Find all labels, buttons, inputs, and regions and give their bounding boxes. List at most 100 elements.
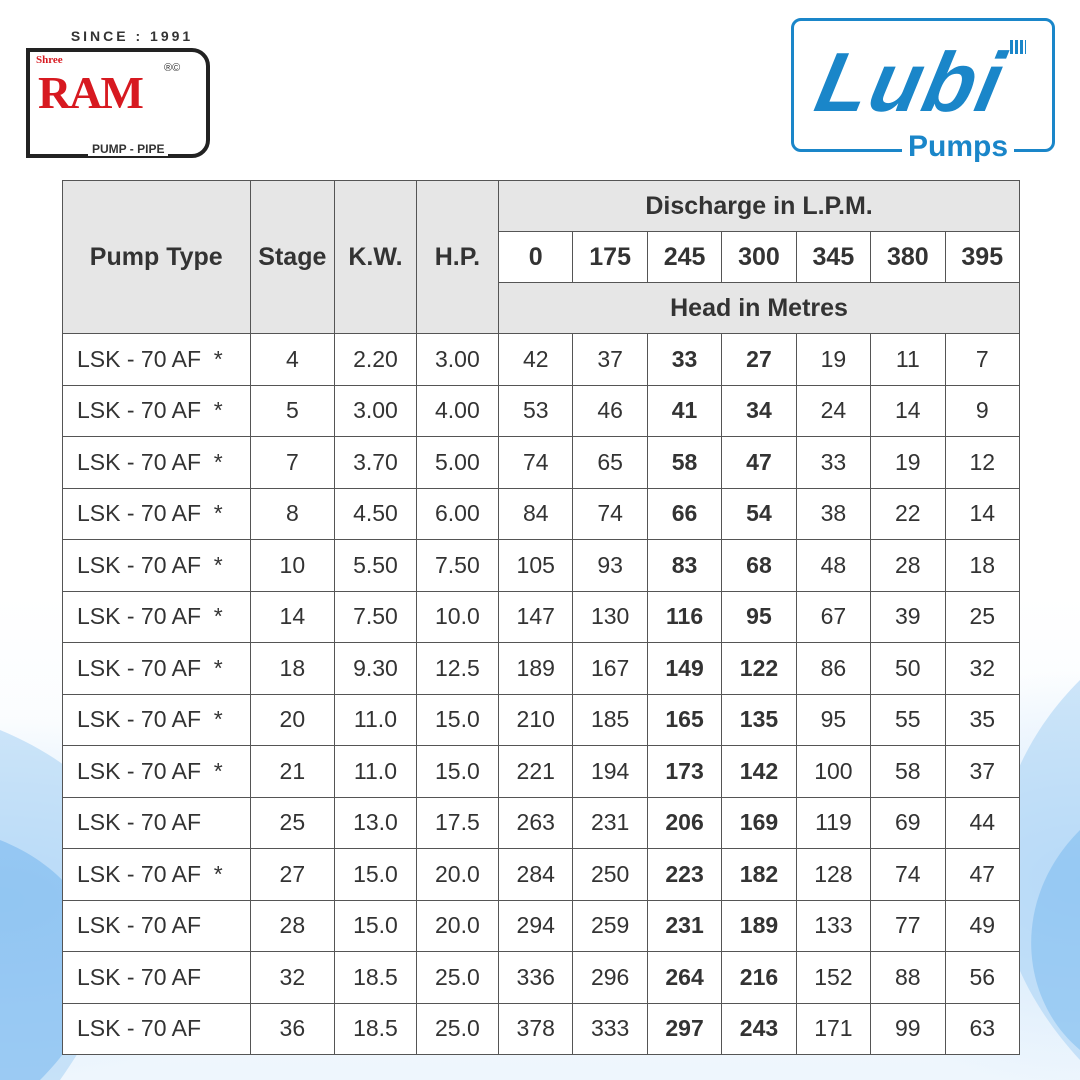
cell-head: 65 <box>572 436 648 489</box>
header-kw: K.W. <box>334 180 417 334</box>
header-pump-type: Pump Type <box>62 180 251 334</box>
header-discharge-value: 395 <box>944 231 1021 283</box>
header-discharge-value: 0 <box>498 231 574 283</box>
cell-head: 119 <box>795 796 872 849</box>
cell-head: 223 <box>646 848 723 901</box>
cell-hp: 6.00 <box>415 487 500 540</box>
cell-head: 171 <box>795 1002 872 1055</box>
cell-pump-type: LSK - 70 AF * <box>62 539 251 592</box>
cell-kw: 7.50 <box>334 590 417 643</box>
cell-head: 152 <box>795 951 872 1004</box>
cell-head: 264 <box>646 951 723 1004</box>
table-row: LSK - 70 AF * 27 15.0 20.0 284 250 223 182 128 74… <box>62 848 1021 901</box>
header-discharge-value: 300 <box>721 231 797 283</box>
cell-head: 99 <box>870 1002 946 1055</box>
cell-head: 9 <box>944 384 1021 437</box>
cell-head: 147 <box>498 590 574 643</box>
cell-stage: 21 <box>249 745 336 798</box>
cell-head: 88 <box>870 951 946 1004</box>
cell-kw: 15.0 <box>334 848 417 901</box>
cell-head: 284 <box>498 848 574 901</box>
table-row: LSK - 70 AF 32 18.5 25.0 336 296 264 216 152 88 56 <box>62 951 1021 1004</box>
cell-head: 74 <box>498 436 574 489</box>
cell-head: 130 <box>572 590 648 643</box>
header-discharge: Discharge in L.P.M. <box>498 180 1020 232</box>
lubi-text: Lubi <box>808 35 1014 129</box>
cell-head: 167 <box>572 642 648 695</box>
lubi-grid-icon <box>1010 40 1026 54</box>
cell-head: 54 <box>721 487 797 540</box>
cell-pump-type: LSK - 70 AF <box>62 899 251 952</box>
cell-head: 336 <box>498 951 574 1004</box>
cell-head: 37 <box>944 745 1021 798</box>
cell-head: 189 <box>498 642 574 695</box>
cell-stage: 4 <box>249 333 336 386</box>
cell-stage: 27 <box>249 848 336 901</box>
cell-hp: 25.0 <box>415 951 500 1004</box>
header-head: Head in Metres <box>498 282 1020 334</box>
cell-head: 95 <box>795 693 872 746</box>
cell-head: 173 <box>646 745 723 798</box>
cell-head: 74 <box>572 487 648 540</box>
cell-kw: 4.50 <box>334 487 417 540</box>
cell-head: 24 <box>795 384 872 437</box>
ram-text: RAM <box>38 67 144 118</box>
cell-stage: 20 <box>249 693 336 746</box>
table-row: LSK - 70 AF 25 13.0 17.5 263 231 206 169 119 69 44 <box>62 796 1021 849</box>
cell-head: 46 <box>572 384 648 437</box>
cell-head: 297 <box>646 1002 723 1055</box>
cell-head: 28 <box>870 539 946 592</box>
cell-head: 95 <box>721 590 797 643</box>
cell-head: 105 <box>498 539 574 592</box>
cell-hp: 17.5 <box>415 796 500 849</box>
header-discharge-value: 345 <box>795 231 872 283</box>
cell-head: 35 <box>944 693 1021 746</box>
cell-head: 33 <box>646 333 723 386</box>
cell-head: 116 <box>646 590 723 643</box>
cell-head: 47 <box>944 848 1021 901</box>
cell-kw: 11.0 <box>334 693 417 746</box>
cell-head: 77 <box>870 899 946 952</box>
cell-head: 210 <box>498 693 574 746</box>
cell-hp: 7.50 <box>415 539 500 592</box>
cell-head: 58 <box>870 745 946 798</box>
cell-head: 67 <box>795 590 872 643</box>
table-row: LSK - 70 AF * 21 11.0 15.0 221 194 173 142 100 58… <box>62 745 1021 798</box>
cell-kw: 9.30 <box>334 642 417 695</box>
cell-head: 41 <box>646 384 723 437</box>
cell-head: 19 <box>795 333 872 386</box>
header-discharge-value: 175 <box>572 231 648 283</box>
cell-kw: 13.0 <box>334 796 417 849</box>
cell-head: 25 <box>944 590 1021 643</box>
cell-kw: 11.0 <box>334 745 417 798</box>
cell-head: 55 <box>870 693 946 746</box>
cell-head: 100 <box>795 745 872 798</box>
cell-head: 86 <box>795 642 872 695</box>
pump-performance-table: Pump Type Stage K.W. H.P. Discharge in L… <box>62 180 1021 1055</box>
header-discharge-value: 380 <box>870 231 946 283</box>
cell-head: 38 <box>795 487 872 540</box>
cell-head: 44 <box>944 796 1021 849</box>
table-row: LSK - 70 AF * 10 5.50 7.50 105 93 83 68 48 28 18 <box>62 539 1021 592</box>
cell-kw: 2.20 <box>334 333 417 386</box>
cell-pump-type: LSK - 70 AF * <box>62 436 251 489</box>
cell-head: 216 <box>721 951 797 1004</box>
cell-head: 133 <box>795 899 872 952</box>
table-row: LSK - 70 AF * 20 11.0 15.0 210 185 165 135 95 55 3… <box>62 693 1021 746</box>
table-row: LSK - 70 AF * 8 4.50 6.00 84 74 66 54 38 22 14 <box>62 487 1021 540</box>
cell-head: 34 <box>721 384 797 437</box>
cell-hp: 5.00 <box>415 436 500 489</box>
cell-hp: 25.0 <box>415 1002 500 1055</box>
cell-hp: 15.0 <box>415 745 500 798</box>
cell-head: 56 <box>944 951 1021 1004</box>
cell-pump-type: LSK - 70 AF * <box>62 590 251 643</box>
cell-stage: 36 <box>249 1002 336 1055</box>
cell-stage: 8 <box>249 487 336 540</box>
cell-head: 250 <box>572 848 648 901</box>
cell-head: 14 <box>870 384 946 437</box>
cell-head: 12 <box>944 436 1021 489</box>
cell-head: 66 <box>646 487 723 540</box>
cell-head: 58 <box>646 436 723 489</box>
cell-pump-type: LSK - 70 AF * <box>62 487 251 540</box>
cell-pump-type: LSK - 70 AF <box>62 951 251 1004</box>
